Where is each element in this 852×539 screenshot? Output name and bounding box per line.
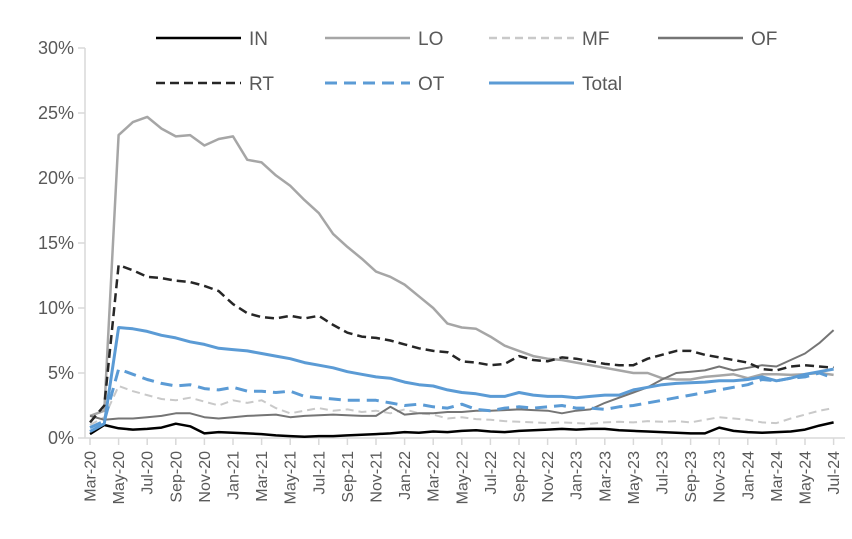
legend-label: Total bbox=[582, 74, 622, 95]
y-axis-label: 5% bbox=[48, 363, 74, 383]
x-axis-label: Sep-22 bbox=[512, 451, 529, 503]
x-axis-label: Jul-21 bbox=[311, 451, 328, 495]
series-line-IN bbox=[89, 421, 834, 438]
x-axis-label: Jan-24 bbox=[740, 451, 757, 500]
legend-item-IN: IN bbox=[156, 29, 268, 50]
x-axis-label: Jul-23 bbox=[655, 451, 672, 495]
y-axis-label: 15% bbox=[38, 233, 74, 253]
legend-label: RT bbox=[249, 74, 274, 95]
series-line-OT bbox=[89, 367, 835, 429]
x-axis-label: Jul-20 bbox=[140, 451, 157, 495]
legend-label: MF bbox=[582, 29, 609, 50]
x-axis-label: Mar-24 bbox=[769, 451, 786, 502]
legend-item-LO: LO bbox=[325, 29, 443, 50]
legend-item-Total: Total bbox=[489, 74, 622, 95]
y-axis-label: 25% bbox=[38, 103, 74, 123]
legend-item-MF: MF bbox=[489, 29, 609, 50]
x-axis-label: Sep-20 bbox=[168, 451, 185, 503]
legend-item-OF: OF bbox=[658, 29, 777, 50]
y-axis-label: 10% bbox=[38, 298, 74, 318]
series-line-MF bbox=[89, 385, 834, 426]
legend-label: OF bbox=[751, 29, 777, 50]
x-axis-label: Mar-23 bbox=[597, 451, 614, 502]
y-axis-label: 20% bbox=[38, 168, 74, 188]
x-axis-label: May-23 bbox=[626, 451, 643, 504]
x-axis-label: Jan-23 bbox=[569, 451, 586, 500]
x-axis-label: Jan-22 bbox=[397, 451, 414, 500]
series-line-Total bbox=[89, 326, 834, 433]
legend-item-RT: RT bbox=[156, 74, 274, 95]
x-axis-label: Nov-20 bbox=[197, 451, 214, 503]
x-axis-label: May-21 bbox=[283, 451, 300, 504]
x-axis-label: Nov-23 bbox=[712, 451, 729, 503]
series-line-OF bbox=[89, 329, 835, 421]
x-axis-label: May-24 bbox=[798, 451, 815, 504]
x-axis-label: Mar-21 bbox=[254, 451, 271, 502]
x-axis-label: May-20 bbox=[111, 451, 128, 504]
x-axis-label: Mar-20 bbox=[83, 451, 100, 502]
x-axis-label: Jan-21 bbox=[226, 451, 243, 500]
legend-item-OT: OT bbox=[325, 74, 445, 95]
x-axis-label: Nov-21 bbox=[369, 451, 386, 503]
x-axis-label: Sep-23 bbox=[683, 451, 700, 503]
x-axis-label: Sep-21 bbox=[340, 451, 357, 503]
x-axis-label: Jul-24 bbox=[826, 451, 843, 495]
legend-label: LO bbox=[418, 29, 443, 50]
y-axis-label: 30% bbox=[38, 38, 74, 58]
x-axis-label: May-22 bbox=[454, 451, 471, 504]
x-axis-label: Nov-22 bbox=[540, 451, 557, 503]
legend-label: IN bbox=[249, 29, 268, 50]
legend-label: OT bbox=[418, 74, 445, 95]
x-axis-label: Jul-22 bbox=[483, 451, 500, 495]
y-axis-label: 0% bbox=[48, 428, 74, 448]
series-line-LO bbox=[89, 115, 834, 418]
x-axis-label: Mar-22 bbox=[426, 451, 443, 502]
